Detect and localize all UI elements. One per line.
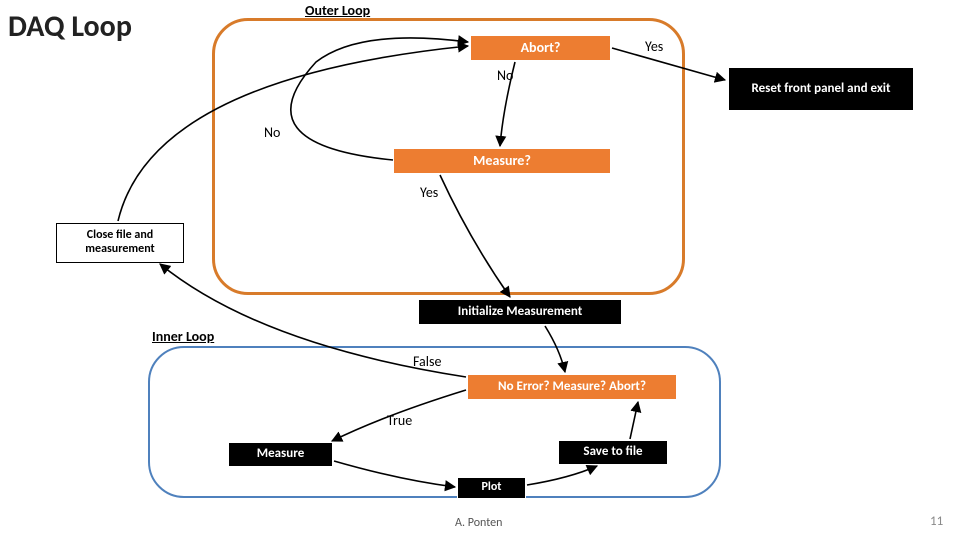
footer-author: A. Ponten	[455, 516, 502, 530]
footer-page-number: 11	[930, 514, 943, 529]
node-close-file: Close file and measurement	[56, 223, 184, 263]
edge-label-measure-yes: Yes	[420, 184, 438, 201]
page-title: DAQ Loop	[8, 8, 132, 45]
outer-loop-label: Outer Loop	[305, 2, 370, 19]
node-measure-question: Measure?	[393, 148, 611, 174]
edge-label-measure-no: No	[264, 124, 280, 141]
edge-label-cond-true: True	[387, 412, 412, 429]
node-measure: Measure	[228, 442, 333, 467]
node-abort: Abort?	[470, 35, 611, 61]
node-initialize-measurement: Initialize Measurement	[418, 299, 622, 325]
node-reset-front-panel: Reset front panel and exit	[728, 67, 914, 111]
edge-label-abort-no: No	[497, 67, 513, 84]
edge-label-abort-yes: Yes	[645, 38, 663, 55]
node-save-to-file: Save to file	[558, 440, 668, 465]
inner-loop-label: Inner Loop	[152, 328, 214, 345]
node-plot: Plot	[457, 477, 526, 499]
edge-label-cond-false: False	[413, 353, 441, 370]
node-condition: No Error? Measure? Abort?	[467, 374, 677, 400]
